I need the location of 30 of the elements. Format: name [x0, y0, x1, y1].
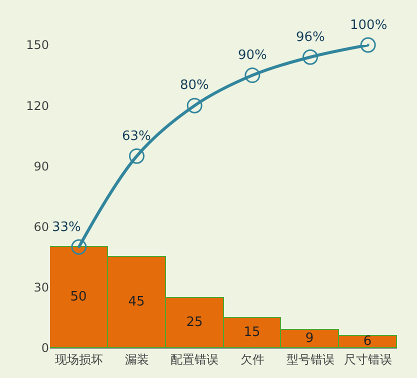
data-label: 15 [244, 325, 260, 340]
data-label: 45 [128, 294, 145, 310]
data-label: 25 [186, 315, 203, 330]
x-tick-label: 尺寸错误 [344, 352, 392, 366]
point [360, 37, 376, 53]
point [71, 239, 87, 255]
annotation: 90% [238, 48, 267, 63]
y-tick-label: 0 [41, 341, 49, 356]
x-tick-label: 配置错误 [170, 352, 219, 366]
point [244, 68, 260, 84]
point [186, 98, 202, 114]
annotation: 96% [296, 30, 325, 45]
x-tick-label: 漏装 [124, 352, 149, 366]
y-tick-label: 120 [26, 98, 49, 113]
point [129, 148, 144, 164]
y-tick-label: 90 [34, 159, 49, 174]
annotation: 80% [180, 78, 209, 93]
data-label: 9 [305, 331, 314, 346]
y-tick-label: 30 [34, 280, 49, 295]
annotation: 63% [122, 129, 151, 144]
annotation: 100% [350, 18, 388, 33]
data-label: 50 [70, 290, 87, 304]
x-tick-label: 型号错误 [286, 352, 334, 366]
x-tick-label: 欠件 [240, 352, 264, 366]
y-tick-label: 60 [34, 220, 49, 234]
point [302, 49, 318, 65]
y-tick-label: 150 [26, 38, 49, 52]
data-label: 6 [363, 334, 372, 349]
annotation: 33% [52, 220, 81, 235]
x-tick-label: 现场损坏 [54, 352, 103, 366]
